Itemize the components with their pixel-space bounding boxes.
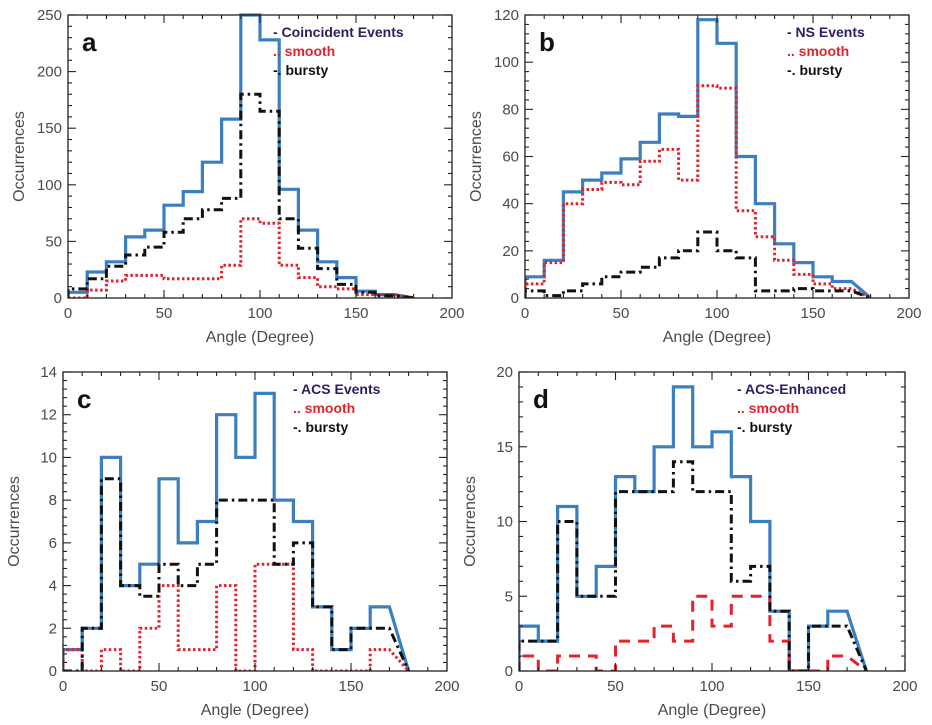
x-tick-label: 100 — [704, 305, 729, 322]
x-tick-label: 150 — [338, 678, 363, 695]
y-tick-label: 0 — [505, 663, 513, 680]
y-tick-label: 6 — [49, 535, 57, 552]
y-tick-label: 20 — [496, 364, 513, 381]
x-tick-label: 0 — [521, 305, 529, 322]
y-tick-label: 150 — [37, 120, 62, 137]
x-axis-title: Angle (Degree) — [206, 329, 315, 346]
series-line-a-total — [68, 13, 414, 298]
legend-entry: .. smooth — [273, 43, 335, 59]
panel-b: 0 50 100 150 200 0 20 40 60 80 100 120 Angle (Degree… — [468, 7, 922, 346]
y-tick-label: 80 — [502, 101, 519, 118]
series-group — [519, 385, 868, 671]
legend-entry: - ACS-Enhanced — [737, 381, 846, 397]
series-line-b-bursty — [525, 230, 872, 298]
y-tick-label: 50 — [45, 233, 62, 250]
legend-entry: .. smooth — [737, 400, 799, 416]
y-tick-label: 8 — [49, 492, 57, 509]
y-tick-label: 10 — [40, 449, 57, 466]
panel-c: 0 50 100 150 200 0 2 4 6 8 10 12 14 Angle (Degree) Occ… — [6, 364, 460, 719]
y-tick-label: 20 — [502, 243, 519, 260]
x-tick-label: 200 — [434, 678, 459, 695]
x-tick-label: 200 — [896, 305, 921, 322]
y-tick-label: 12 — [40, 407, 57, 424]
x-tick-label: 0 — [59, 678, 67, 695]
series-group — [525, 18, 872, 298]
y-tick-label: 100 — [494, 54, 519, 71]
y-tick-label: 40 — [502, 196, 519, 213]
series-group — [63, 391, 411, 671]
x-tick-label: 150 — [796, 678, 821, 695]
y-tick-label: 200 — [37, 64, 62, 81]
legend-entry: .. smooth — [293, 400, 355, 416]
series-line-d-total — [519, 385, 868, 671]
panel-letter: b — [539, 27, 555, 57]
y-tick-label: 100 — [37, 177, 62, 194]
panel-letter: c — [77, 384, 91, 414]
y-tick-label: 120 — [494, 7, 519, 24]
legend-entry: - NS Events — [787, 24, 865, 40]
x-tick-label: 50 — [613, 305, 630, 322]
panel-letter: d — [533, 384, 549, 414]
series-line-c-total — [63, 391, 411, 671]
y-tick-label: 60 — [502, 149, 519, 166]
plot-frame — [524, 14, 910, 299]
series-line-d-smooth — [519, 594, 868, 671]
x-axis-title: Angle (Degree) — [201, 702, 310, 719]
series-line-c-bursty — [63, 477, 410, 671]
y-tick-label: 0 — [54, 290, 62, 307]
series-line-c-smooth — [63, 562, 410, 671]
y-axis-title: Occurrences — [462, 476, 479, 567]
y-tick-label: 0 — [511, 290, 519, 307]
y-tick-label: 250 — [37, 7, 62, 24]
x-tick-label: 50 — [156, 305, 173, 322]
y-tick-label: 4 — [49, 578, 57, 595]
legend-entry: .. smooth — [787, 43, 849, 59]
series-line-b-smooth — [525, 84, 872, 298]
y-tick-label: 14 — [40, 364, 57, 381]
x-axis-title: Angle (Degree) — [663, 329, 772, 346]
legend-entry: -. bursty — [737, 419, 792, 435]
series-line-a-smooth — [68, 217, 414, 298]
panel-d: 0 50 100 150 200 0 5 10 15 20 Angle (Degree) Occurr… — [462, 364, 918, 719]
series-line-d-bursty — [519, 460, 868, 671]
panel-letter: a — [82, 27, 97, 57]
x-axis-title: Angle (Degree) — [658, 702, 767, 719]
x-tick-label: 150 — [800, 305, 825, 322]
x-tick-label: 100 — [247, 305, 272, 322]
y-axis-title: Occurrences — [468, 111, 485, 202]
x-tick-label: 200 — [439, 305, 464, 322]
x-tick-label: 50 — [607, 678, 624, 695]
legend-entry: - Coincident Events — [273, 24, 404, 40]
x-tick-label: 0 — [515, 678, 523, 695]
panel-a: 0 50 100 150 200 0 50 100 150 200 250 Angle (Degree… — [11, 7, 465, 346]
x-tick-label: 100 — [699, 678, 724, 695]
x-tick-label: 200 — [892, 678, 917, 695]
x-tick-label: 150 — [343, 305, 368, 322]
x-tick-label: 100 — [242, 678, 267, 695]
y-tick-label: 5 — [505, 588, 513, 605]
series-line-a-bursty — [68, 92, 414, 298]
x-tick-label: 50 — [151, 678, 168, 695]
legend-entry: -. bursty — [273, 62, 328, 78]
y-tick-label: 0 — [49, 663, 57, 680]
legend-entry: -. bursty — [293, 419, 348, 435]
series-group — [68, 13, 414, 298]
legend-entry: - ACS Events — [293, 381, 381, 397]
y-tick-label: 2 — [49, 620, 57, 637]
y-axis-title: Occurrences — [11, 111, 28, 202]
x-tick-label: 0 — [64, 305, 72, 322]
series-line-b-total — [525, 18, 872, 298]
legend-entry: -. bursty — [787, 62, 842, 78]
y-tick-label: 15 — [496, 439, 513, 456]
y-tick-label: 10 — [496, 514, 513, 531]
y-axis-title: Occurrences — [6, 476, 23, 567]
